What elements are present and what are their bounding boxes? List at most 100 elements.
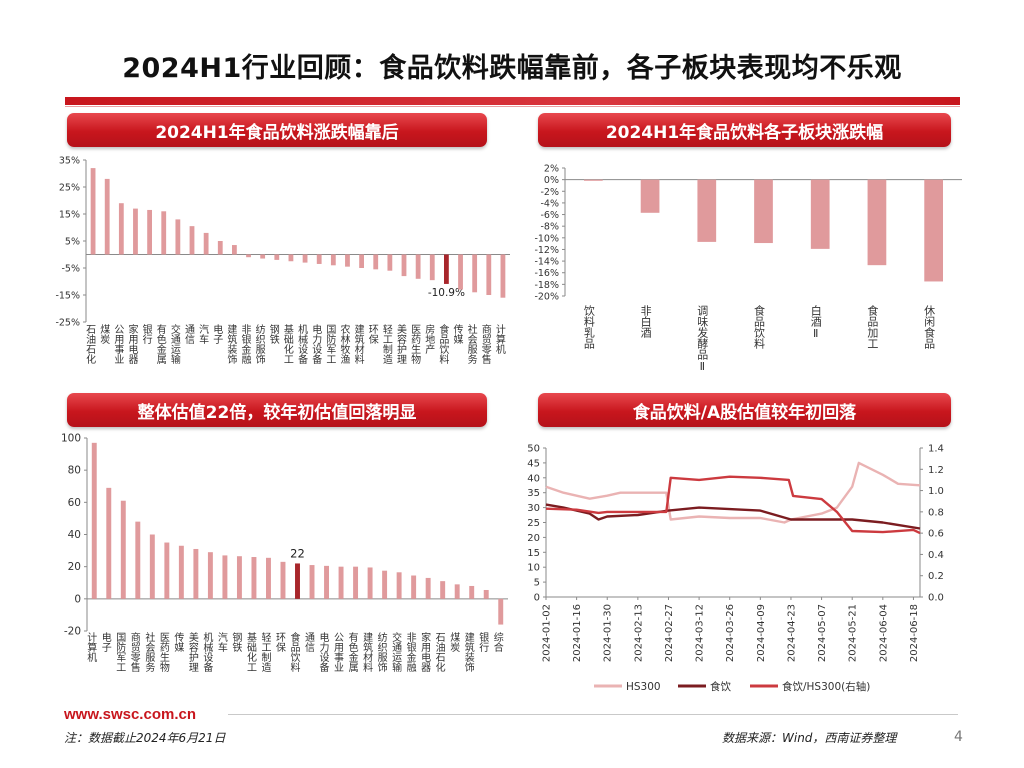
x-tick-label: 社会服务 — [465, 323, 477, 365]
bar-建筑装饰 — [231, 245, 237, 255]
bar-食品饮料 — [754, 179, 773, 244]
bar-传媒 — [458, 254, 463, 290]
bar-食品饮料 — [295, 563, 300, 599]
bar-白酒Ⅱ — [810, 179, 830, 249]
x-tick-label: 2024-04-09 — [756, 604, 767, 662]
x-tick-label: 医药生物 — [157, 632, 169, 673]
subsector-returns-chart: 2%0%-2%-4%-6%-8%-10%-12%-14%-16%-18%-20%… — [534, 164, 962, 373]
bar-基础化工 — [251, 557, 257, 599]
x-tick-label: 银行 — [477, 631, 489, 653]
y-tick-label: 15% — [59, 210, 80, 221]
y-right-tick-label: 1.0 — [928, 486, 944, 497]
footer-divider — [228, 714, 958, 715]
x-tick-label: 房地产 — [423, 323, 435, 355]
series-line-食饮/HS300(右轴) — [545, 475, 921, 535]
y-left-tick-label: 5 — [534, 578, 540, 589]
bar-调味发酵品Ⅱ — [697, 179, 717, 242]
x-tick-label: 钢铁 — [230, 631, 242, 653]
bar-轻工制造 — [387, 254, 393, 271]
y-right-tick-label: 0.6 — [928, 529, 944, 540]
x-tick-label: 建筑装饰 — [225, 323, 237, 365]
x-tick-label: 2024-02-13 — [633, 604, 644, 662]
bar-公用事业 — [118, 203, 124, 255]
y-left-tick-label: 30 — [527, 503, 540, 514]
x-tick-label: 建筑材料 — [361, 631, 373, 673]
x-tick-label: 2024-01-30 — [603, 604, 614, 662]
x-tick-label: 非银金融 — [239, 324, 251, 365]
y-tick-label: -4% — [541, 198, 560, 209]
x-tick-label: 综合 — [491, 631, 503, 653]
y-left-tick-label: 20 — [527, 533, 540, 544]
y-tick-label: 25% — [59, 183, 80, 194]
bar-综合 — [498, 598, 504, 625]
x-tick-label: 电子 — [99, 631, 111, 652]
bar-社会服务 — [149, 534, 155, 599]
x-tick-label: 农林牧渔 — [338, 323, 350, 365]
x-tick-label: 煤炭 — [448, 631, 460, 653]
x-tick-label: 非白酒 — [639, 305, 652, 339]
x-tick-label: 社会服务 — [143, 631, 155, 673]
x-tick-label: 基础化工 — [244, 631, 256, 672]
bar-家用电器 — [425, 577, 431, 599]
bar-交通运输 — [175, 219, 181, 255]
y-tick-label: -8% — [541, 222, 560, 233]
bar-轻工制造 — [265, 557, 271, 599]
y-right-tick-label: 1.4 — [928, 444, 944, 455]
bar-休闲食品 — [924, 179, 944, 282]
x-tick-label: 2024-06-18 — [909, 604, 920, 662]
bar-电力设备 — [324, 565, 330, 599]
bar-通信 — [189, 226, 195, 255]
x-tick-label: 2024-02-27 — [664, 604, 675, 662]
y-right-tick-label: 0.2 — [928, 571, 944, 582]
x-tick-label: 商贸零售 — [128, 631, 140, 673]
y-left-tick-label: 15 — [527, 548, 540, 559]
panel-header-industry-returns: 2024H1年食品饮料涨跌幅靠后 — [67, 113, 487, 147]
bar-计算机 — [91, 442, 97, 599]
y-right-tick-label: 0.4 — [928, 550, 944, 561]
x-tick-label: 公用事业 — [112, 324, 124, 364]
page-title: 2024H1行业回顾：食品饮料跌幅靠前，各子板块表现均不乐观 — [122, 53, 902, 84]
legend-label-食饮/HS300(右轴): 食饮/HS300(右轴) — [782, 680, 870, 693]
data-note: 注：数据截止2024年6月21日 — [64, 731, 226, 745]
x-tick-label: 2024-05-21 — [848, 604, 859, 662]
data-source: 数据来源：Wind，西南证券整理 — [722, 731, 897, 745]
x-tick-label: 石油石化 — [84, 324, 96, 364]
x-tick-label: 国防军工 — [324, 324, 336, 364]
y-tick-label: 100 — [61, 433, 81, 445]
bar-非银金融 — [246, 254, 251, 258]
legend-label-HS300: HS300 — [626, 681, 661, 693]
bar-食品饮料 — [443, 254, 449, 284]
x-tick-label: 电力设备 — [317, 631, 329, 673]
y-tick-label: 60 — [68, 497, 81, 509]
bar-环保 — [373, 254, 379, 270]
x-tick-label: 建筑材料 — [352, 323, 364, 365]
x-tick-label: 石油石化 — [433, 632, 445, 672]
panel-header-industry-pe: 整体估值22倍，较年初估值回落明显 — [67, 393, 487, 427]
panel-header-subsector-returns: 2024H1年食品饮料各子板块涨跌幅 — [538, 113, 951, 147]
industry-pe-chart: 100 80 60 40 20 0 -20 计算机 电子 国防军工 商贸零售 社会服务 医药生物 传媒 美容… — [61, 433, 508, 673]
x-tick-label: 电子 — [211, 323, 223, 344]
bar-银行 — [483, 589, 489, 599]
bar-社会服务 — [472, 254, 478, 293]
bar-计算机 — [500, 254, 506, 298]
bar-环保 — [280, 561, 286, 599]
x-tick-label: 轻工制造 — [259, 631, 271, 672]
industry-returns-chart: 35% 25% 15% 5% -5% -15% -25% 石油石化 煤炭 公用事业 家用电器 银行 有色… — [55, 156, 510, 365]
bar-钢铁 — [236, 556, 242, 599]
x-tick-label: 2024-04-23 — [786, 604, 797, 662]
bar-纺织服饰 — [260, 254, 266, 259]
website-url[interactable]: www.swsc.com.cn — [64, 706, 196, 723]
data-label-食品饮料: -10.9% — [428, 287, 465, 299]
x-tick-label: 公用事业 — [332, 632, 344, 672]
y-right-tick-label: 1.2 — [928, 465, 944, 476]
y-tick-label: -6% — [541, 210, 560, 221]
x-tick-label: 2024-06-04 — [878, 604, 889, 662]
y-tick-label: -20 — [64, 626, 81, 638]
bar-美容护理 — [193, 548, 199, 599]
bar-商贸零售 — [135, 521, 141, 599]
y-tick-label: 35% — [59, 156, 80, 167]
y-tick-label: -14% — [534, 257, 559, 268]
bar-医药生物 — [164, 542, 170, 599]
y-tick-label: -5% — [62, 264, 81, 275]
x-tick-label: 白酒Ⅱ — [809, 304, 822, 340]
